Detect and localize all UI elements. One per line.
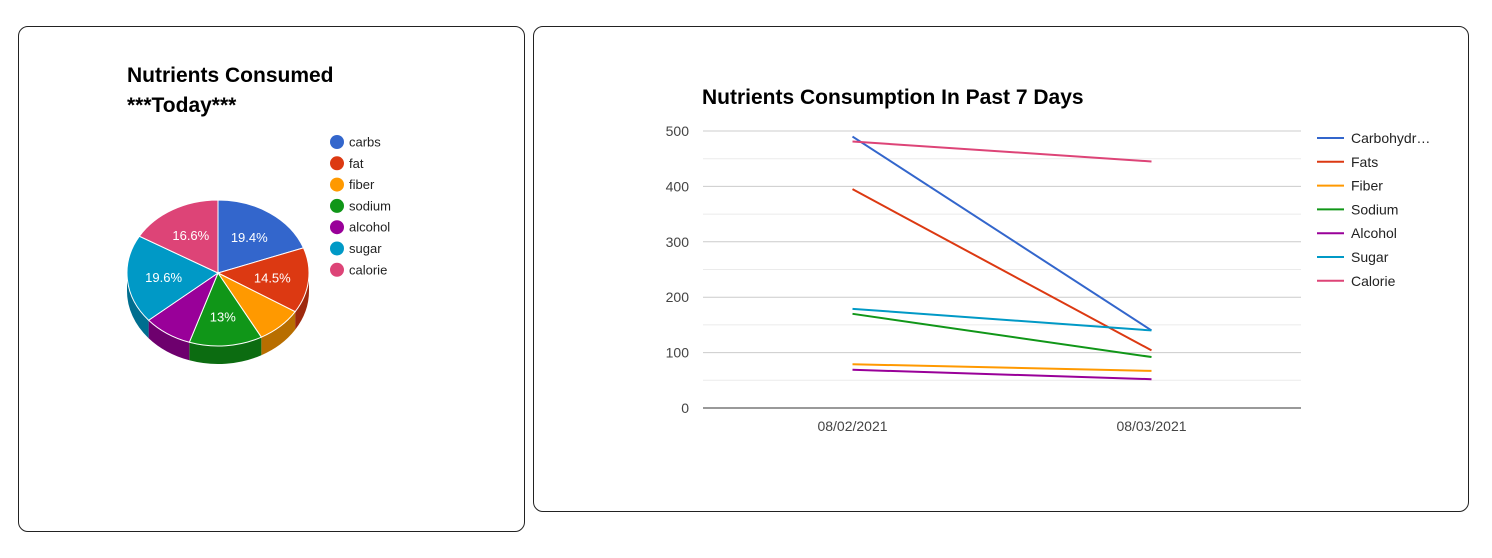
pie-legend-label-fat: fat [349,156,364,171]
series-line-calorie[interactable] [852,140,1152,163]
line-legend-label: Fiber [1351,178,1383,194]
pie-slice-side-sugar [127,273,149,339]
line-chart-title: Nutrients Consumption In Past 7 Days [702,86,1084,109]
pie-legend-label-sodium: sodium [349,198,391,213]
y-tick-label: 300 [666,234,690,250]
y-tick-label: 0 [681,400,689,416]
pie-slice-label-sugar: 19.6% [145,270,182,285]
line-chart-card: Nutrients Consumption In Past 7 Days 0 10… [533,26,1469,512]
line-legend-label: Calorie [1351,273,1396,289]
y-tick-label: 400 [666,178,690,194]
pie-legend-marker-carbs [330,135,344,149]
line-legend-label: Sugar [1351,249,1389,265]
line-legend-label: Carbohydr… [1351,130,1430,146]
y-tick-label: 500 [666,123,690,139]
pie-legend-label-carbs: carbs [349,135,381,150]
line-legend-label: Fats [1351,154,1378,170]
line-chart: Nutrients Consumption In Past 7 Days 0 10… [666,86,1431,434]
pie-legend-label-alcohol: alcohol [349,220,390,235]
pie-legend-marker-fat [330,156,344,171]
series-line-sugar[interactable] [852,307,1152,332]
pie-legend-marker-fiber [330,177,344,192]
pie-legend-marker-sodium [330,198,344,213]
pie-slice-fat[interactable] [216,247,310,313]
pie-slice-side-alcohol [148,320,190,361]
pie-slice-calorie[interactable] [138,199,219,274]
line-legend-label: Alcohol [1351,225,1397,241]
pie-legend-label-fiber: fiber [349,177,375,192]
line-legend-label: Sodium [1351,201,1398,217]
series-line-fiber[interactable] [852,363,1152,372]
pie-legend-marker-sugar [330,241,344,256]
pie-legend-marker-alcohol [330,220,344,235]
x-tick-label: 08/03/2021 [1116,418,1186,434]
pie-legend-marker-calorie [330,262,344,277]
series-line-carbohydr[interactable] [851,135,1153,332]
pie-slice-side-sodium [189,337,262,364]
pie-chart-card: Nutrients Consumed ***Today*** 19.4% 14.5… [18,26,525,532]
pie-legend-label-calorie: calorie [349,262,387,277]
series-line-fats[interactable] [852,188,1152,352]
pie-slice-label-carbs: 19.4% [231,230,268,245]
pie-slice-sugar[interactable] [126,235,220,321]
pie-chart-title-line-1: Nutrients Consumed [127,64,334,87]
pie-chart: Nutrients Consumed ***Today*** 19.4% 14.5… [126,64,391,364]
pie-legend-label-sugar: sugar [349,241,382,256]
x-tick-label: 08/02/2021 [817,418,887,434]
pie-slice-sodium[interactable] [188,271,263,347]
pie-slice-label-fat: 14.5% [254,271,291,286]
series-line-alcohol[interactable] [852,368,1152,381]
pie-slice-side-fiber [261,311,296,356]
y-tick-label: 100 [666,345,690,361]
pie-chart-title-line-2: ***Today*** [127,94,237,117]
pie-slice-label-calorie: 16.6% [172,228,209,243]
pie-slice-label-sodium: 13% [210,310,236,325]
series-line-sodium[interactable] [852,312,1152,359]
pie-slice-carbs[interactable] [217,199,305,274]
y-tick-label: 200 [666,289,690,305]
